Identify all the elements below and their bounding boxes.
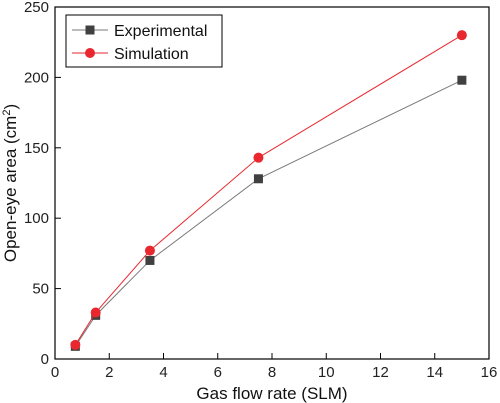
series-line-experimental	[74, 79, 463, 347]
point-experimental	[253, 174, 263, 184]
point-simulation	[456, 30, 467, 41]
y-tick-label: 0	[41, 351, 49, 368]
x-tick-label: 14	[426, 364, 443, 381]
series-layer	[70, 30, 467, 351]
x-axis-ticks: 0 2 4 6 8 10 12 14 16	[51, 353, 498, 381]
x-tick-label: 10	[318, 364, 335, 381]
legend-experimental-marker	[85, 25, 95, 35]
x-tick-label: 16	[481, 364, 498, 381]
point-experimental	[457, 75, 467, 85]
legend-simulation-label: Simulation	[114, 46, 189, 63]
series-line-simulation	[74, 34, 463, 346]
y-tick-label: 100	[24, 210, 49, 227]
point-simulation	[70, 339, 81, 350]
point-simulation	[253, 152, 264, 163]
legend: Experimental Simulation	[65, 14, 223, 68]
y-tick-label: 250	[24, 0, 49, 16]
legend-experimental-label: Experimental	[114, 23, 207, 40]
x-tick-label: 12	[372, 364, 389, 381]
x-tick-label: 4	[159, 364, 167, 381]
y-tick-label: 50	[32, 281, 49, 298]
y-axis-ticks: 0 50 100 150 200 250	[24, 0, 61, 368]
legend-simulation-marker	[85, 48, 95, 58]
y-tick-label: 150	[24, 140, 49, 157]
legend-box	[65, 14, 223, 68]
x-tick-label: 8	[268, 364, 276, 381]
x-axis-title: Gas flow rate (SLM)	[196, 384, 347, 403]
x-tick-label: 6	[214, 364, 222, 381]
point-experimental	[145, 255, 155, 265]
y-axis-title: Open-eye area (cm2)	[1, 104, 20, 262]
y-axis-title-superscript: 2	[1, 110, 13, 116]
y-tick-label: 200	[24, 69, 49, 86]
point-simulation	[90, 307, 101, 318]
point-simulation	[144, 245, 155, 256]
x-tick-label: 0	[51, 364, 59, 381]
x-tick-label: 2	[105, 364, 113, 381]
